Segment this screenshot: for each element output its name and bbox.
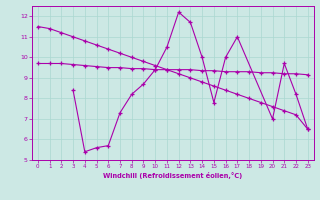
X-axis label: Windchill (Refroidissement éolien,°C): Windchill (Refroidissement éolien,°C) [103,172,243,179]
